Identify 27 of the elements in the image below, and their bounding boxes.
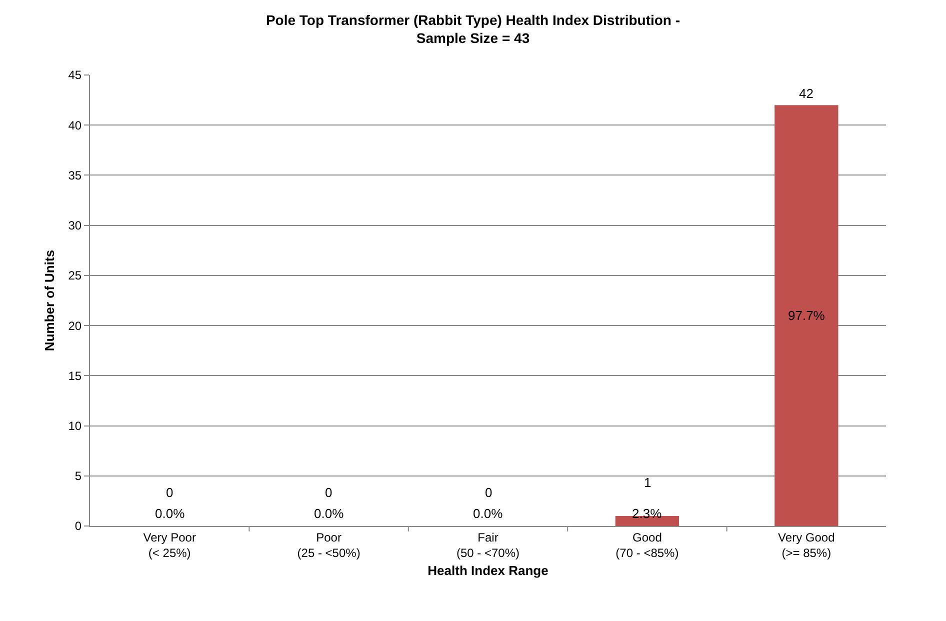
annotation: 0.0% (155, 506, 186, 521)
y-tick-label: 25 (68, 268, 82, 283)
x-tick-label: Fair (50 - <70%) (456, 530, 520, 560)
x-tick-label: Very Poor (< 25%) (143, 530, 196, 560)
data-label: 0 (325, 485, 332, 500)
y-tick-label: 0 (74, 519, 82, 534)
y-tick-label: 35 (68, 168, 82, 182)
annotation: 97.7% (788, 308, 826, 323)
x-axis-title: Health Index Range (428, 563, 548, 578)
x-tick-label: Good (70 - <85%) (616, 530, 679, 560)
y-tick-label: 45 (68, 68, 82, 82)
data-label: 1 (644, 475, 652, 490)
x-tick-label: Very Good (>= 85%) (778, 530, 835, 560)
y-tick-label: 5 (74, 469, 82, 484)
annotation: 0.0% (473, 506, 504, 521)
data-label: 0 (485, 485, 492, 500)
y-axis-title: Number of Units (42, 250, 57, 352)
data-label: 42 (799, 86, 814, 101)
y-tick-label: 30 (68, 218, 82, 233)
y-tick-label: 20 (68, 318, 82, 333)
y-tick-label: 40 (68, 118, 82, 132)
y-tick-label: 10 (68, 418, 82, 433)
data-label: 0 (166, 485, 174, 500)
x-tick-label: Poor (25 - <50%) (297, 530, 360, 560)
chart-title: Pole Top Transformer (Rabbit Type) Health Index Distribution - Sample Size = 43 (266, 12, 680, 46)
y-tick-label: 15 (68, 368, 82, 383)
annotation: 0.0% (314, 506, 344, 521)
